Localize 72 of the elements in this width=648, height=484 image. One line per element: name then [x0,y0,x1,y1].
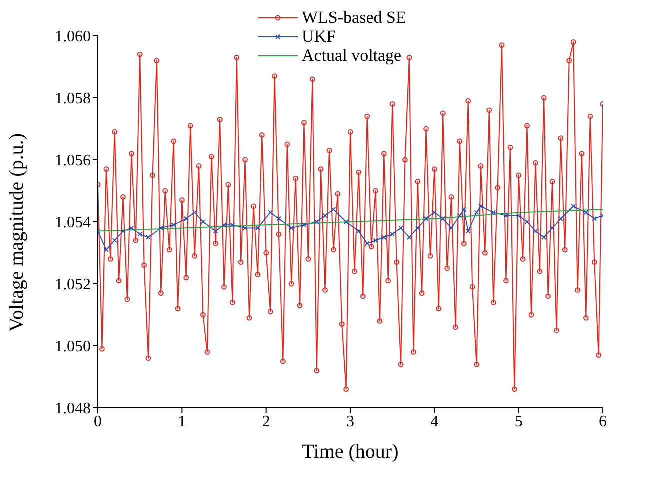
point [398,226,404,231]
point [462,207,467,212]
x-tick-label: 2 [262,413,270,430]
point [424,216,429,222]
x-tick-label: 0 [94,413,102,430]
point [322,213,328,218]
point [382,235,387,240]
legend-label: WLS-based SE [302,8,406,27]
point [592,216,598,222]
point [146,235,151,240]
point [432,210,438,216]
point [533,228,538,234]
y-tick-label: 1.058 [55,90,91,108]
point [390,232,396,237]
point [478,204,484,209]
y-tick-label: 1.060 [55,28,91,46]
point [289,226,294,231]
x-axis-title: Time (hour) [302,441,399,463]
legend-label: UKF [302,27,336,46]
point [104,247,109,252]
point [112,238,118,244]
point [120,228,126,234]
x-tick-label: 5 [514,413,523,430]
point [255,226,260,231]
point [516,213,522,218]
point [449,226,454,231]
point [276,216,282,222]
point [213,228,218,234]
point [242,226,248,231]
point [129,226,134,231]
y-tick-label: 1.048 [55,400,91,418]
point [344,220,349,224]
point [314,220,320,224]
point [331,207,336,212]
point [138,232,143,237]
y-tick-label: 1.056 [55,152,91,170]
point [440,216,446,222]
point [268,210,274,216]
point [158,226,164,231]
point [542,235,547,240]
point [474,210,480,216]
point [171,222,176,228]
point [356,228,362,234]
point [192,210,198,216]
point [222,222,227,228]
y-axis-title: Voltage magnitude (p.u.) [6,134,28,332]
line-series [98,209,603,232]
point [504,213,509,218]
x-tick-label: 3 [346,413,354,430]
point [373,238,378,244]
point [406,235,412,240]
y-tick-label: 1.054 [55,214,91,232]
point [457,213,462,218]
x-tick-label: 4 [430,413,439,430]
legend-label: Actual voltage [302,46,402,65]
point [466,228,471,234]
x-tick-label: 6 [599,413,607,430]
point [230,222,236,228]
point [584,210,589,216]
x-tick-label: 1 [178,413,186,430]
point [571,204,576,209]
point [184,216,189,222]
point [550,226,555,231]
point [302,222,307,228]
point [491,210,496,216]
point [524,220,530,224]
point [200,220,206,224]
point [364,241,370,246]
point [415,226,420,231]
y-tick-label: 1.052 [55,276,91,294]
point [558,216,564,222]
y-tick-label: 1.050 [55,338,91,356]
